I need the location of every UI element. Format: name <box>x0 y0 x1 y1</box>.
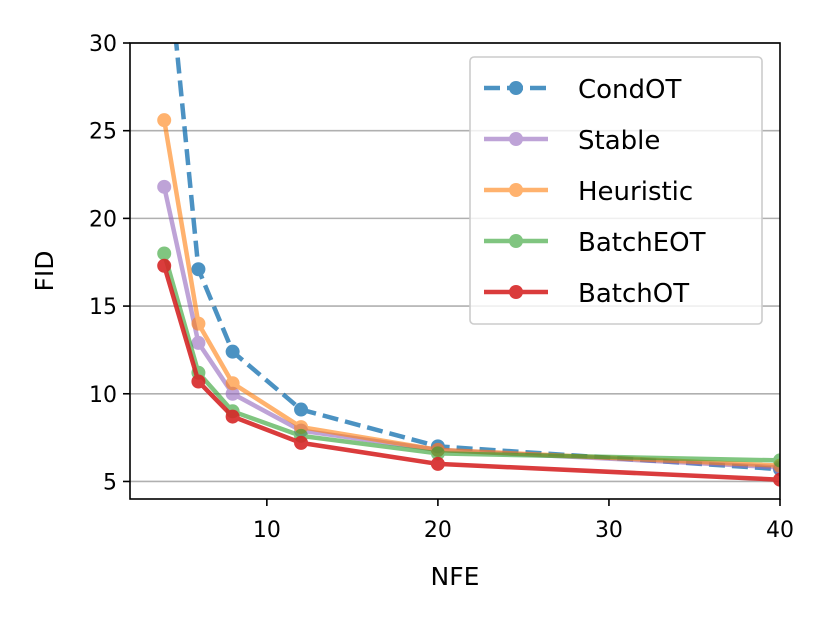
legend-box <box>469 56 763 325</box>
data-point-batchot <box>430 456 445 471</box>
legend-label-batchot: BatchOT <box>578 279 689 309</box>
series-line-batcheot <box>162 252 780 463</box>
data-point-heuristic <box>225 376 240 391</box>
series-line-batchot <box>162 265 780 482</box>
data-point-heuristic <box>157 113 172 128</box>
y-tick-label: 30 <box>89 32 117 57</box>
plot-frame <box>129 42 781 500</box>
legend-marker-heuristic <box>509 183 523 197</box>
legend-marker-batcheot <box>509 234 523 248</box>
x-axis-label: NFE <box>431 562 480 591</box>
x-tick-label: 40 <box>766 518 794 543</box>
legend-label-heuristic: Heuristic <box>578 177 693 207</box>
legend-entry-batchot <box>484 285 548 299</box>
x-tick-label: 30 <box>595 518 623 543</box>
y-tick-label: 20 <box>89 207 117 232</box>
series-layer <box>157 43 780 487</box>
series-line-condot <box>173 43 780 472</box>
data-point-condot <box>294 402 309 417</box>
data-point-stable <box>157 179 172 194</box>
data-point-batchot <box>191 374 206 389</box>
data-point-heuristic <box>191 316 206 331</box>
y-tick-label: 5 <box>103 470 117 495</box>
data-point-batcheot <box>773 453 780 468</box>
data-point-batcheot <box>157 246 172 261</box>
legend: CondOT Stable Heuristic BatchEOT BatchOT <box>469 56 763 325</box>
y-tick-label: 15 <box>89 295 117 320</box>
data-point-stable <box>191 335 206 350</box>
data-point-batchot <box>294 435 309 450</box>
data-point-condot <box>191 262 206 277</box>
data-point-batchot <box>773 472 780 487</box>
x-tick-label: 10 <box>253 518 281 543</box>
legend-entry-batcheot <box>484 234 548 248</box>
legend-entry-condot <box>484 81 548 95</box>
legend-marker-condot <box>509 81 523 95</box>
series-batchot <box>157 258 780 487</box>
data-point-batcheot <box>430 446 445 461</box>
legend-entry-stable <box>484 132 548 146</box>
data-point-stable <box>225 386 240 401</box>
legend-label-condot: CondOT <box>578 75 682 105</box>
y-tick-label: 10 <box>89 383 117 408</box>
data-point-condot <box>225 344 240 359</box>
legend-label-batcheot: BatchEOT <box>578 228 706 258</box>
data-point-batchot <box>157 258 172 273</box>
legend-marker-batchot <box>509 285 523 299</box>
legend-entry-heuristic <box>484 183 548 197</box>
legend-label-stable: Stable <box>578 126 660 156</box>
y-axis-label: FID <box>30 250 59 291</box>
x-tick-label: 20 <box>424 518 452 543</box>
y-tick-label: 25 <box>89 120 117 145</box>
legend-marker-stable <box>509 132 523 146</box>
data-point-batchot <box>225 409 240 424</box>
axis-ticks: 5 10 15 20 25 30 10 20 30 40 <box>89 32 794 543</box>
